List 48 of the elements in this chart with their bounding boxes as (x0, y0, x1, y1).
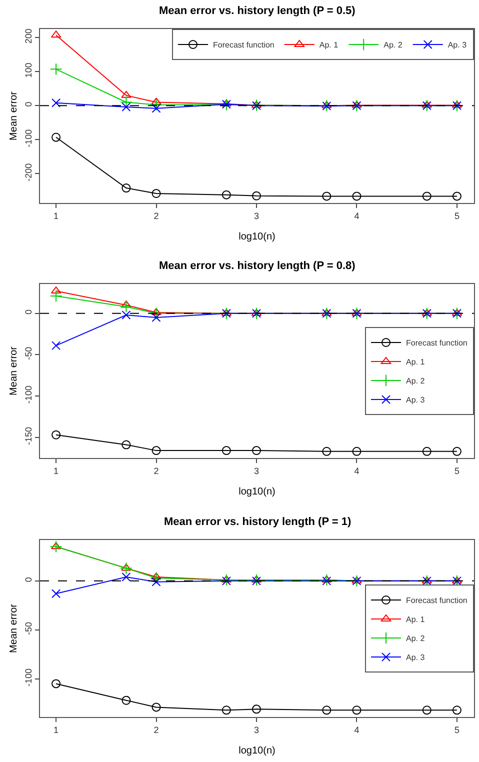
chart-title: Mean error vs. history length (P = 1) (164, 516, 352, 528)
y-tick-label: 200 (23, 28, 34, 44)
x-tick-label: 4 (354, 724, 360, 735)
legend-label: Ap. 3 (406, 396, 426, 405)
x-tick-label: 3 (254, 210, 260, 221)
x-axis-title: log10(n) (238, 486, 276, 498)
legend-label: Ap. 1 (319, 40, 339, 50)
x-tick-label: 5 (454, 466, 460, 476)
y-axis-title: Mean error (8, 603, 20, 653)
y-tick-label: 0 (23, 309, 34, 314)
y-tick-label: -50 (23, 622, 34, 636)
legend-label: Ap. 1 (406, 358, 426, 367)
legend-label: Ap. 2 (384, 40, 403, 50)
x-tick-label: 1 (54, 466, 59, 476)
legend-label: Forecast function (406, 596, 468, 606)
legend-label: Ap. 2 (406, 376, 426, 386)
x-tick-label: 3 (254, 466, 260, 476)
x-tick-label: 1 (54, 724, 59, 735)
y-axis-title: Mean error (8, 346, 20, 396)
y-tick-label: -150 (23, 426, 34, 445)
y-axis-title: Mean error (8, 90, 20, 140)
x-tick-label: 1 (54, 210, 59, 221)
legend-label: Forecast function (213, 40, 274, 50)
y-tick-label: -100 (23, 129, 34, 148)
legend-label: Ap. 3 (448, 40, 468, 50)
legend-label: Ap. 1 (406, 615, 426, 624)
y-tick-label: 0 (23, 102, 34, 107)
legend-label: Forecast function (406, 338, 468, 348)
x-tick-label: 4 (354, 466, 360, 476)
y-tick-label: 100 (23, 62, 34, 78)
chart-title: Mean error vs. history length (P = 0.8) (159, 260, 356, 272)
y-tick-label: 0 (23, 577, 34, 582)
x-tick-label: 2 (154, 210, 159, 221)
x-tick-label: 2 (154, 724, 159, 735)
y-tick-label: -50 (23, 346, 34, 360)
legend-label: Ap. 2 (406, 634, 426, 644)
x-tick-label: 2 (154, 466, 159, 476)
x-axis-title: log10(n) (238, 231, 276, 242)
y-tick-label: -200 (23, 163, 34, 182)
x-tick-label: 5 (454, 724, 460, 735)
chart-title: Mean error vs. history length (P = 0.5) (159, 5, 356, 17)
y-tick-label: -100 (23, 386, 34, 404)
y-tick-label: -100 (23, 668, 34, 686)
legend-label: Ap. 3 (406, 653, 426, 662)
x-tick-label: 5 (454, 210, 460, 221)
x-tick-label: 4 (354, 210, 360, 221)
x-tick-label: 3 (254, 724, 260, 735)
x-axis-title: log10(n) (238, 745, 276, 756)
